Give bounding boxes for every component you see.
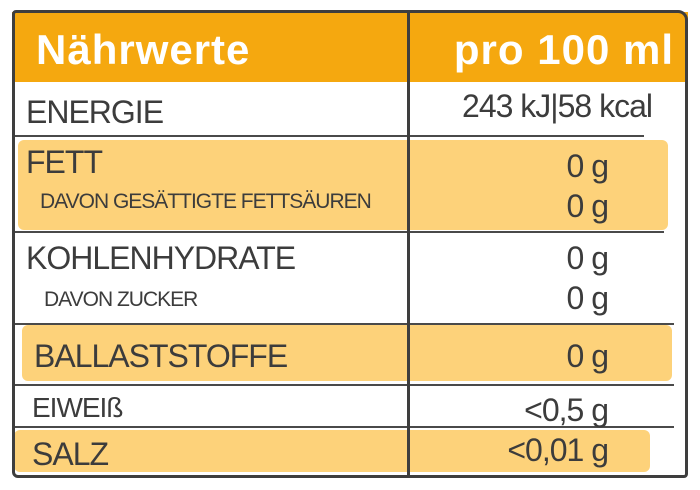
header-title: Nährwerte <box>36 26 251 73</box>
highlight-salz <box>14 430 650 472</box>
row-label-gesaettigte: DAVON GESÄTTIGTE FETTSÄUREN <box>40 190 372 213</box>
row-label-fett: FETT <box>26 144 103 180</box>
divider <box>14 426 674 428</box>
row-value-gesaettigte: 0 g <box>566 188 609 224</box>
row-label-ballaststoffe: BALLASTSTOFFE <box>34 338 288 374</box>
highlight-ballaststoffe <box>22 325 672 381</box>
row-label-eiweiss: EIWEIß <box>32 392 123 423</box>
highlight-fett <box>18 140 668 230</box>
row-label-zucker: DAVON ZUCKER <box>44 288 198 311</box>
table-header: Nährwerte pro 100 ml <box>12 12 688 82</box>
table-frame <box>12 10 688 478</box>
row-value-eiweiss: <0,5 g <box>524 392 609 428</box>
row-value-ballaststoffe: 0 g <box>566 338 609 374</box>
row-value-energie: 243 kJ|58 kcal <box>462 88 653 124</box>
row-label-kohlenhydrate: KOHLENHYDRATE <box>26 240 296 276</box>
divider <box>14 231 664 233</box>
row-label-energie: ENERGIE <box>26 94 164 130</box>
row-value-zucker: 0 g <box>566 280 609 316</box>
divider <box>14 135 644 137</box>
row-value-kohlenhydrate: 0 g <box>566 240 609 276</box>
divider <box>14 323 674 325</box>
row-value-fett: 0 g <box>566 148 609 184</box>
header-per-100ml: pro 100 ml <box>453 26 674 73</box>
row-value-salz: <0,01 g <box>507 432 609 468</box>
row-label-salz: SALZ <box>32 436 109 472</box>
divider <box>14 384 674 386</box>
column-divider <box>407 12 410 478</box>
